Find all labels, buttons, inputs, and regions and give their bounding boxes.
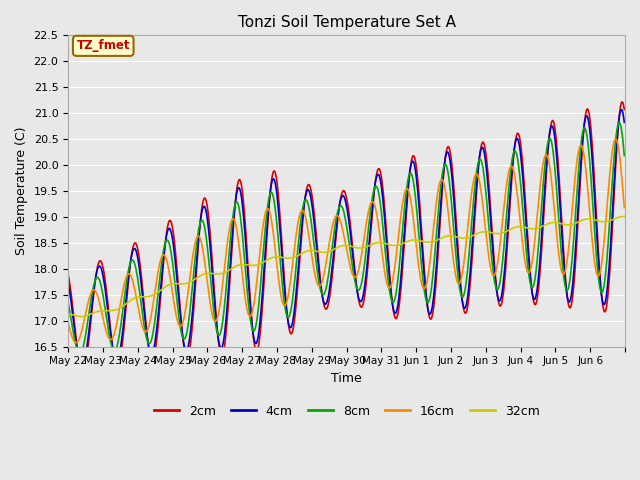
32cm <box>436 236 444 242</box>
4cm <box>404 182 412 188</box>
32cm <box>404 239 412 244</box>
2cm <box>260 281 268 287</box>
2cm <box>620 107 628 112</box>
8cm <box>76 350 84 356</box>
Line: 8cm: 8cm <box>68 123 624 353</box>
4cm <box>131 246 138 252</box>
16cm <box>404 187 412 193</box>
Line: 2cm: 2cm <box>68 102 624 371</box>
8cm <box>620 153 628 158</box>
2cm <box>64 272 72 277</box>
Line: 32cm: 32cm <box>68 216 624 317</box>
16cm <box>612 136 620 142</box>
2cm <box>618 99 626 105</box>
2cm <box>281 286 289 291</box>
8cm <box>281 304 289 310</box>
8cm <box>232 199 240 204</box>
8cm <box>615 120 623 126</box>
16cm <box>64 320 72 325</box>
16cm <box>131 284 138 289</box>
2cm <box>232 190 240 196</box>
2cm <box>436 231 444 237</box>
32cm <box>131 296 138 301</box>
2cm <box>131 241 138 247</box>
8cm <box>404 176 412 181</box>
Title: Tonzi Soil Temperature Set A: Tonzi Soil Temperature Set A <box>237 15 456 30</box>
X-axis label: Time: Time <box>332 372 362 385</box>
Y-axis label: Soil Temperature (C): Soil Temperature (C) <box>15 127 28 255</box>
16cm <box>620 205 628 211</box>
4cm <box>64 280 72 286</box>
2cm <box>79 368 86 373</box>
32cm <box>281 255 289 261</box>
16cm <box>436 181 444 187</box>
16cm <box>72 340 80 346</box>
8cm <box>131 259 138 265</box>
8cm <box>260 241 268 247</box>
4cm <box>260 269 268 275</box>
32cm <box>77 314 85 320</box>
2cm <box>404 186 412 192</box>
16cm <box>260 217 268 223</box>
16cm <box>281 303 289 309</box>
32cm <box>232 263 240 269</box>
4cm <box>78 362 86 368</box>
32cm <box>64 311 72 317</box>
32cm <box>619 214 627 219</box>
8cm <box>64 300 72 306</box>
32cm <box>260 259 268 265</box>
Line: 16cm: 16cm <box>68 139 624 343</box>
16cm <box>232 225 240 230</box>
32cm <box>620 214 628 219</box>
4cm <box>232 192 240 198</box>
4cm <box>281 292 289 298</box>
4cm <box>618 107 625 112</box>
Text: TZ_fmet: TZ_fmet <box>77 39 130 52</box>
8cm <box>436 197 444 203</box>
4cm <box>620 120 628 125</box>
Legend: 2cm, 4cm, 8cm, 16cm, 32cm: 2cm, 4cm, 8cm, 16cm, 32cm <box>148 400 545 423</box>
Line: 4cm: 4cm <box>68 109 624 365</box>
4cm <box>436 220 444 226</box>
